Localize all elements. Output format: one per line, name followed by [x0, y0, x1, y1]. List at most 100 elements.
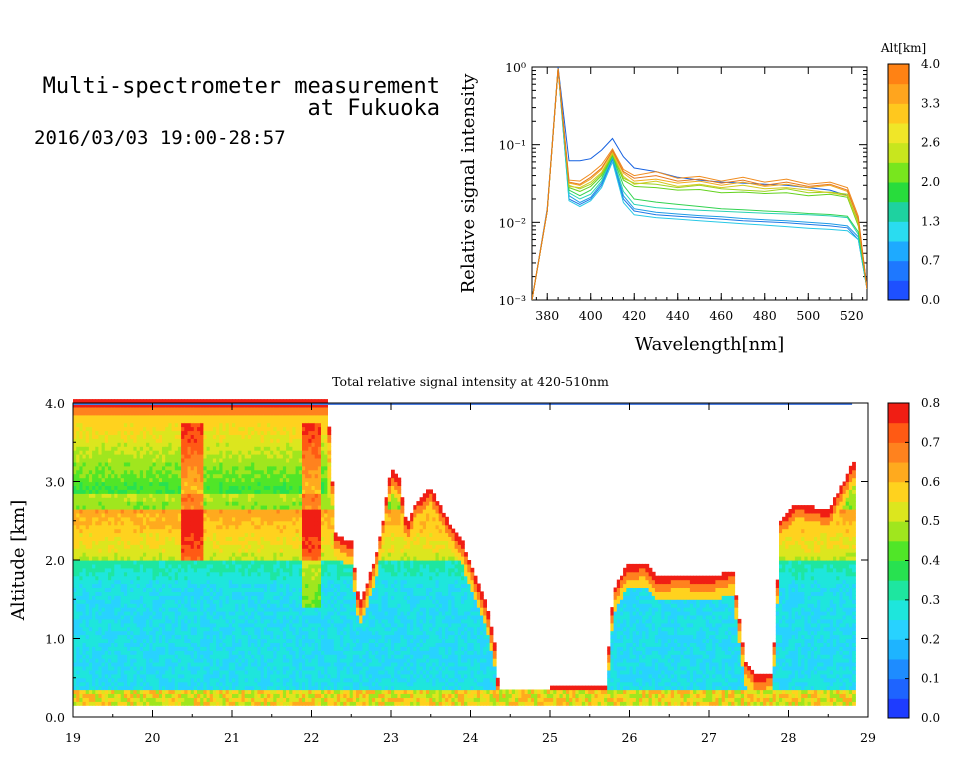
heatmap-cell — [203, 465, 208, 471]
heatmap-cell — [257, 458, 262, 463]
heatmap-cell — [101, 591, 106, 596]
heatmap-cell — [133, 552, 138, 557]
heatmap-cell — [158, 669, 163, 675]
heatmap-cell — [155, 501, 160, 506]
heatmap-cell — [123, 666, 128, 671]
heatmap-cell — [162, 489, 166, 494]
heatmap-cell — [257, 666, 262, 671]
heatmap-cell — [155, 434, 160, 439]
heatmap-cell — [251, 403, 255, 408]
heatmap-cell — [247, 505, 252, 510]
heatmap-cell — [225, 560, 230, 565]
heatmap-cell — [108, 473, 112, 479]
heatmap-cell — [114, 450, 119, 455]
heatmap-cell — [85, 520, 90, 526]
heatmap-cell — [155, 607, 160, 612]
heatmap-cell — [73, 654, 77, 659]
heatmap-cell — [187, 614, 192, 620]
heatmap-cell — [133, 630, 138, 636]
heatmap-cell — [79, 512, 84, 518]
x-tick-label: 380 — [535, 308, 559, 323]
heatmap-cell — [244, 642, 249, 647]
heatmap-cell — [235, 430, 239, 435]
heatmap-cell — [251, 630, 255, 636]
heatmap-cell — [228, 697, 233, 702]
heatmap-cell — [200, 658, 204, 663]
heatmap-cell — [177, 662, 182, 667]
heatmap-cell — [247, 516, 252, 522]
heatmap-cell — [203, 677, 208, 683]
heatmap-cell — [193, 469, 198, 475]
heatmap-cell — [98, 520, 103, 526]
heatmap-cell — [133, 528, 138, 534]
heatmap-cell — [98, 493, 103, 498]
heatmap-cell — [241, 454, 246, 459]
heatmap-cell — [133, 634, 138, 640]
heatmap-cell — [101, 575, 106, 581]
heatmap-cell — [177, 666, 182, 671]
heatmap-cell — [181, 399, 185, 404]
heatmap-cell — [263, 536, 268, 541]
heatmap-cell — [165, 583, 169, 588]
heatmap-cell — [79, 673, 84, 679]
heatmap-cell — [88, 669, 93, 675]
heatmap-cell — [254, 458, 259, 463]
heatmap-cell — [238, 458, 243, 463]
heatmap-cell — [123, 548, 128, 553]
heatmap-cell — [85, 450, 90, 455]
heatmap-cell — [146, 438, 150, 443]
heatmap-cell — [216, 618, 220, 624]
heatmap-cell — [139, 571, 144, 577]
heatmap-cell — [219, 509, 224, 514]
heatmap-cell — [232, 458, 236, 463]
heatmap-cell — [158, 618, 163, 624]
heatmap-cell — [95, 509, 100, 514]
heatmap-cell — [101, 524, 106, 530]
heatmap-cell — [251, 587, 255, 592]
heatmap-cell — [235, 485, 239, 490]
heatmap-cell — [222, 697, 227, 702]
heatmap-cell — [235, 497, 239, 502]
heatmap-cell — [155, 654, 160, 659]
heatmap-cell — [117, 563, 122, 569]
heatmap-cell — [88, 414, 93, 420]
heatmap-cell — [101, 446, 106, 451]
heatmap-cell — [79, 611, 84, 616]
heatmap-cell — [108, 642, 112, 647]
heatmap-cell — [260, 446, 265, 451]
heatmap-cell — [254, 662, 259, 667]
heatmap-cell — [95, 607, 100, 612]
heatmap-cell — [181, 673, 185, 679]
heatmap-cell — [244, 422, 249, 428]
heatmap-cell — [212, 662, 217, 667]
heatmap-cell — [216, 669, 220, 675]
heatmap-cell — [146, 650, 150, 655]
heatmap-cell — [235, 403, 239, 408]
heatmap-cell — [171, 587, 176, 592]
heatmap-cell — [143, 497, 147, 502]
heatmap-cell — [117, 654, 122, 659]
heatmap-cell — [104, 505, 109, 510]
heatmap-cell — [238, 465, 243, 471]
heatmap-cell — [162, 575, 166, 581]
heatmap-cell — [155, 485, 160, 490]
heatmap-cell — [267, 497, 271, 502]
heatmap-cell — [146, 689, 150, 694]
heatmap-cell — [85, 575, 90, 581]
colorbar-tick-label: 3.3 — [921, 96, 940, 110]
heatmap-cell — [139, 689, 144, 694]
heatmap-cell — [251, 438, 255, 443]
heatmap-cell — [85, 406, 90, 412]
heatmap-cell — [95, 489, 100, 494]
heatmap-cell — [209, 544, 214, 549]
heatmap-cell — [139, 497, 144, 502]
heatmap-cell — [254, 622, 259, 628]
heatmap-cell — [171, 450, 176, 455]
heatmap-cell — [251, 422, 255, 428]
heatmap-cell — [263, 685, 268, 691]
heatmap-cell — [190, 583, 195, 588]
heatmap-cell — [95, 681, 100, 687]
heatmap-cell — [82, 406, 87, 412]
heatmap-cell — [187, 548, 192, 553]
heatmap-cell — [108, 438, 112, 443]
